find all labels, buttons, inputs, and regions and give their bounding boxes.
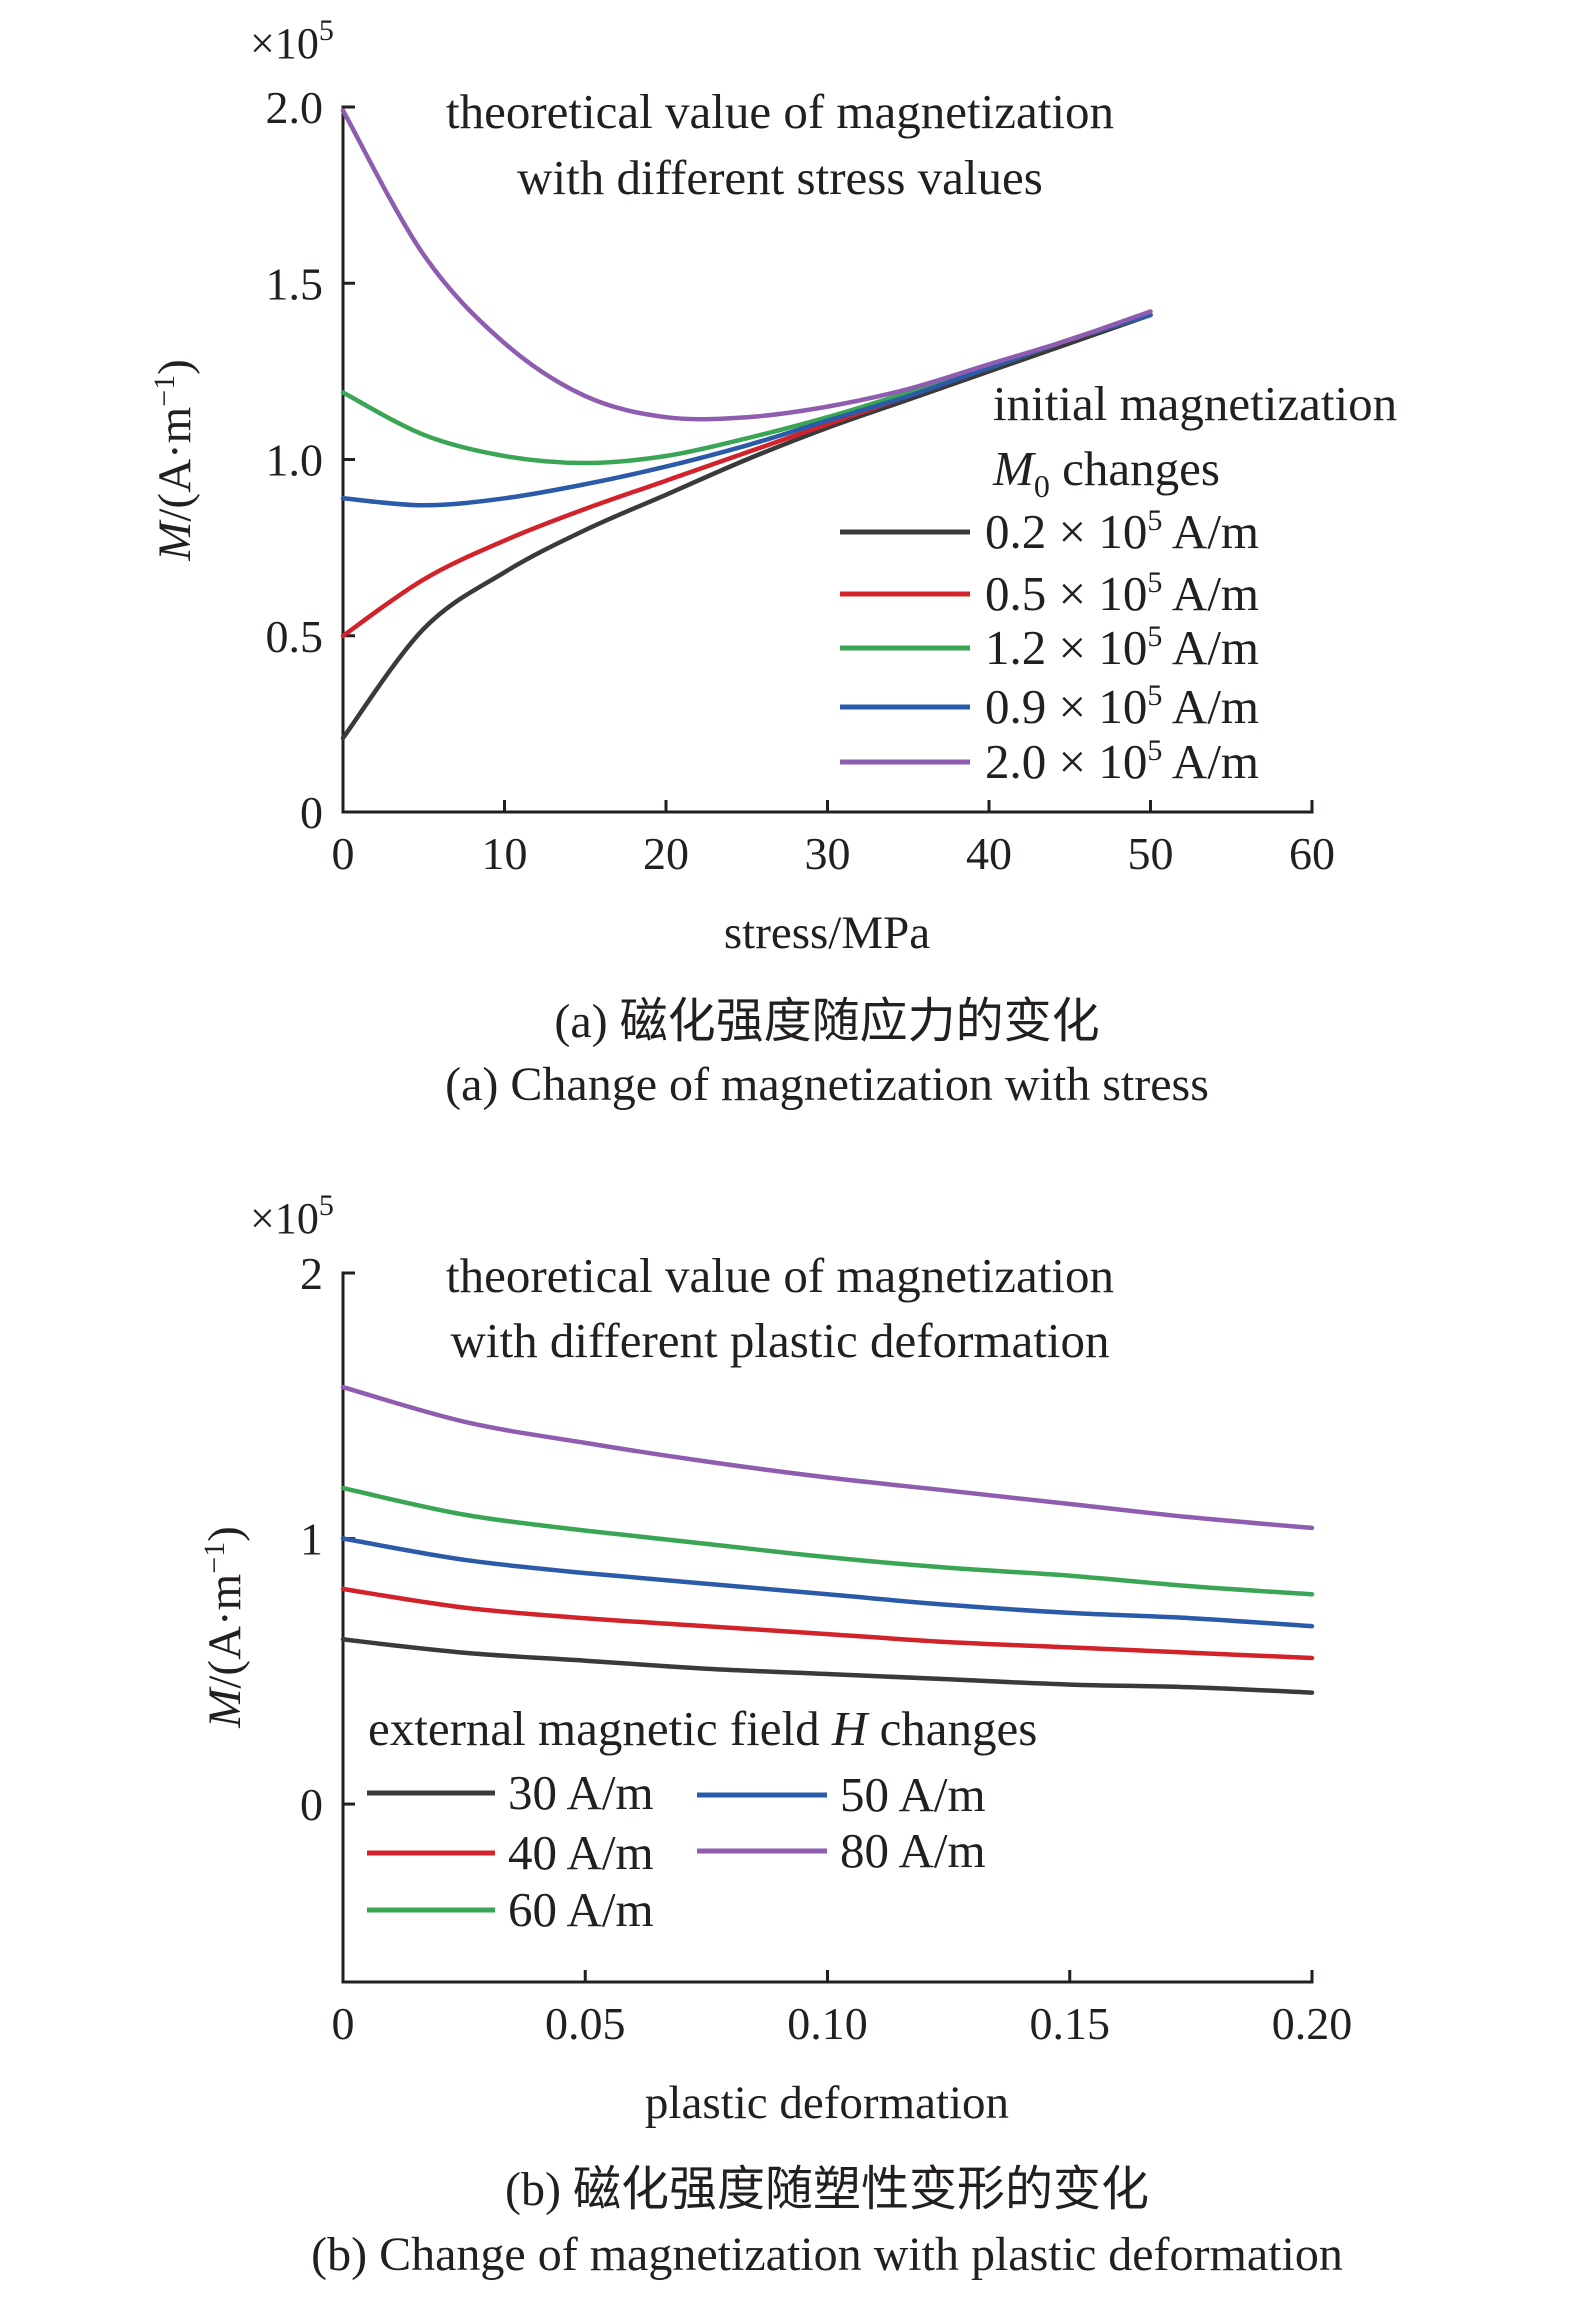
chart-a-title: theoretical value of magnetization [446, 84, 1114, 139]
chart-a-legend-label-4: 2.0 × 105 A/m [985, 734, 1259, 789]
chart-b-y-tick-label: 0 [300, 1779, 323, 1830]
chart-a-y-tick-label: 2.0 [266, 82, 324, 133]
chart-b-series-line-4 [340, 1384, 1315, 1531]
chart-b-legend-label-4: 80 A/m [840, 1823, 986, 1878]
chart-a-x-tick-label: 60 [1289, 828, 1335, 879]
chart-b-legend-label-3: 50 A/m [840, 1767, 986, 1822]
chart-a-legend: initial magnetization M0 changes 0.2 × 1… [840, 376, 1397, 789]
chart-a-legend-label-0: 0.2 × 105 A/m [985, 504, 1259, 559]
chart-b-axes [341, 1271, 1314, 1984]
chart-b-legend: external magnetic field H changes 30 A/m… [367, 1701, 1037, 1937]
chart-b-legend-label-1: 40 A/m [508, 1825, 654, 1880]
chart-a-legend-title-1: initial magnetization [993, 376, 1397, 431]
chart-b-y-tick-label: 1 [300, 1514, 323, 1565]
caption-a-english: (a) Change of magnetization with stress [445, 1058, 1209, 1111]
chart-b-x-tick-label: 0.10 [787, 1998, 868, 2049]
chart-a-subtitle: with different stress values [517, 150, 1043, 205]
chart-a-y-tick-label: 1.5 [266, 258, 324, 309]
chart-b-x-axis-label: plastic deformation [645, 2077, 1009, 2129]
chart-a-x-tick-label: 20 [643, 828, 689, 879]
chart-a-y-tick-label: 0 [300, 787, 323, 838]
chart-a-x-tick-label: 40 [966, 828, 1012, 879]
chart-b-series-line-0 [340, 1637, 1315, 1695]
chart-a-y-tick-label: 0.5 [266, 611, 324, 662]
chart-a: ×105 0 10 20 30 40 50 60 0 0.5 1.0 1.5 2.0 theoreti… [148, 14, 1397, 1111]
chart-b-legend-label-2: 60 A/m [508, 1882, 654, 1937]
chart-b-legend-label-0: 30 A/m [508, 1765, 654, 1820]
chart-b-title: theoretical value of magnetization [446, 1248, 1114, 1303]
chart-b-y-axis-label: M/(A·m−1) [198, 1526, 251, 1729]
chart-b-x-tick-label: 0.20 [1272, 1998, 1353, 2049]
chart-a-y-tick-label: 1.0 [266, 435, 324, 486]
chart-a-series-line-4 [340, 108, 1153, 422]
chart-a-x-tick-label: 10 [482, 828, 528, 879]
chart-a-y-axis-label: M/(A·m−1) [148, 359, 201, 562]
chart-a-legend-label-3: 0.9 × 105 A/m [985, 679, 1259, 734]
chart-b-x-tick-label: 0 [332, 1998, 355, 2049]
chart-a-x-tick-label: 0 [332, 828, 355, 879]
chart-b-series-line-3 [340, 1536, 1315, 1629]
chart-a-series-line-0 [340, 312, 1153, 741]
chart-b-x-tick-label: 0.15 [1030, 1998, 1111, 2049]
chart-b-y-multiplier: ×105 [250, 1189, 334, 1243]
chart-a-x-tick-label: 30 [805, 828, 851, 879]
chart-a-legend-label-2: 1.2 × 105 A/m [985, 620, 1259, 675]
chart-b: ×105 0 0.05 0.10 0.15 0.20 0 1 2 theoretical va… [198, 1189, 1352, 2281]
chart-b-series-line-2 [340, 1485, 1315, 1597]
chart-b-y-tick-label: 2 [300, 1248, 323, 1299]
chart-b-legend-title: external magnetic field H changes [368, 1701, 1037, 1756]
chart-a-x-tick-label: 50 [1128, 828, 1174, 879]
chart-a-legend-title-2: M0 changes [992, 441, 1220, 504]
chart-b-x-tick-label: 0.05 [545, 1998, 626, 2049]
chart-b-series-line-1 [340, 1586, 1315, 1661]
chart-a-x-axis-label: stress/MPa [724, 907, 930, 959]
chart-a-y-multiplier: ×105 [250, 14, 334, 68]
chart-a-legend-label-1: 0.5 × 105 A/m [985, 566, 1259, 621]
caption-a-chinese: (a) 磁化强度随应力的变化 [554, 995, 1099, 1048]
caption-b-english: (b) Change of magnetization with plastic… [311, 2228, 1343, 2281]
caption-b-chinese: (b) 磁化强度随塑性变形的变化 [505, 2163, 1149, 2216]
chart-b-subtitle: with different plastic deformation [450, 1313, 1109, 1368]
